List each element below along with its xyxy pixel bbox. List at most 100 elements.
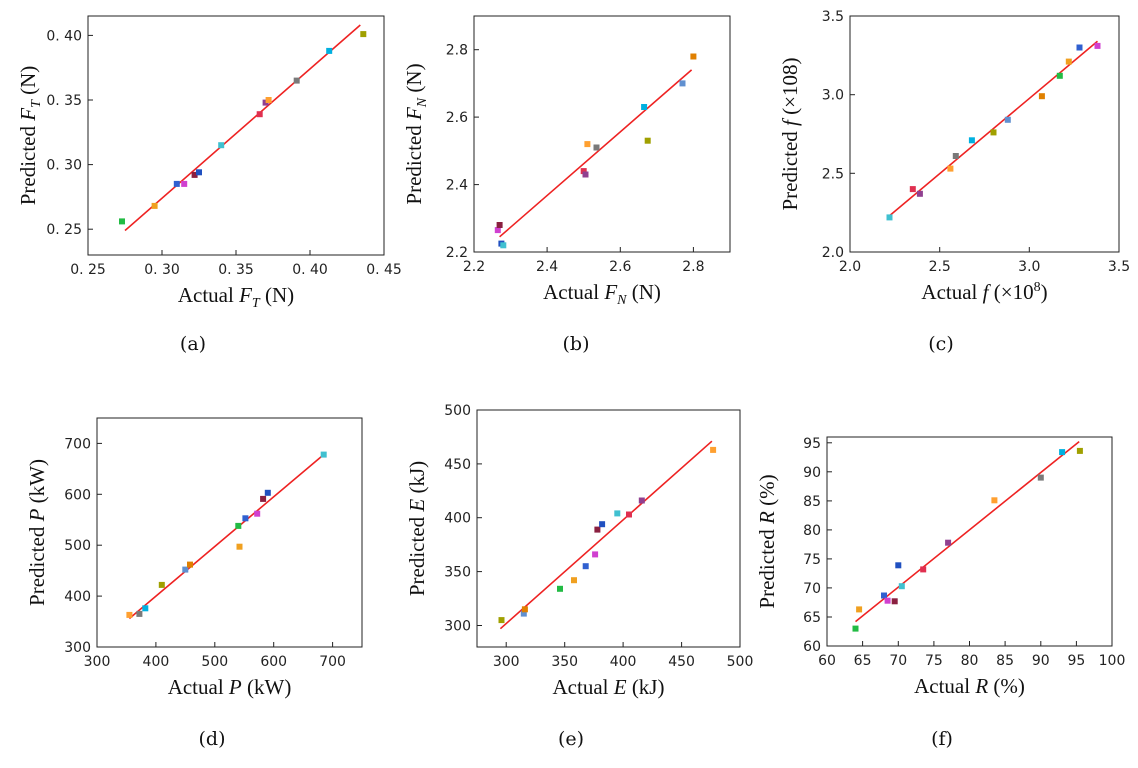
x-tick-label: 300: [493, 654, 520, 670]
x-tick-label: 60: [818, 653, 836, 669]
data-point: [614, 510, 621, 517]
data-point: [218, 142, 225, 149]
data-point: [580, 168, 587, 175]
y-tick-label: 600: [64, 487, 91, 503]
x-tick-label: 600: [260, 654, 287, 670]
panel-caption: (f): [931, 728, 953, 750]
data-point: [181, 180, 188, 187]
data-point: [1037, 474, 1044, 481]
x-axis-label: Actual R (%): [914, 674, 1025, 698]
x-tick-label: 2.4: [536, 259, 558, 275]
data-point: [644, 137, 651, 144]
x-tick-label: 2.8: [682, 259, 704, 275]
data-point: [196, 169, 202, 176]
chart-panel-2: 2.2 2.4 2.6 2.8 2.2 2.4 2.6 2.8 Actual FN (N) Pre…: [402, 15, 731, 355]
data-point: [916, 190, 923, 197]
data-point: [638, 497, 645, 504]
y-axis-label: Predicted P (kW): [25, 459, 49, 606]
data-point: [920, 566, 927, 573]
y-tick-label: 2.0: [822, 245, 844, 261]
y-tick-label: 0. 25: [46, 222, 82, 238]
y-tick-label: 0. 35: [46, 93, 82, 109]
x-tick-label: 70: [889, 653, 907, 669]
data-point: [235, 522, 242, 529]
panel-caption: (d): [199, 728, 226, 750]
data-point: [136, 610, 143, 617]
y-tick-label: 85: [803, 494, 821, 510]
data-point: [582, 171, 589, 178]
panel-caption: (e): [558, 728, 584, 750]
y-axis-label: Predicted E (kJ): [405, 461, 429, 596]
data-point: [119, 218, 125, 225]
data-point: [557, 585, 563, 592]
x-tick-label: 85: [996, 653, 1014, 669]
data-point: [990, 129, 997, 136]
data-point: [594, 526, 601, 533]
data-point: [1056, 72, 1063, 79]
plot-frame: [826, 436, 1113, 647]
y-tick-label: 2.5: [822, 166, 844, 182]
y-tick-label: 65: [803, 610, 821, 626]
y-tick-label: 300: [444, 619, 471, 635]
data-point: [582, 563, 589, 570]
plot-frame: [849, 15, 1120, 253]
y-tick-label: 300: [64, 640, 91, 656]
y-tick-label: 2.8: [446, 43, 468, 59]
x-tick-label: 2.2: [463, 259, 485, 275]
y-tick-label: 3.5: [822, 9, 844, 25]
data-point: [187, 561, 193, 568]
y-tick-label: 400: [64, 589, 91, 605]
plot-frame: [87, 15, 385, 256]
data-point: [679, 80, 686, 87]
data-point: [584, 141, 591, 148]
x-tick-label: 75: [925, 653, 943, 669]
x-tick-label: 0. 25: [70, 262, 106, 278]
data-point: [126, 611, 133, 618]
chart-panel-4: 300 400 500 600 700 300 400 500 600 700 Actual P (…: [25, 417, 363, 750]
x-tick-label: 400: [143, 654, 170, 670]
data-point: [1038, 93, 1045, 100]
data-point: [898, 583, 905, 590]
panel-caption: (c): [928, 333, 953, 355]
y-tick-label: 450: [444, 457, 471, 473]
x-tick-label: 2.5: [929, 259, 951, 275]
x-tick-label: 500: [201, 654, 228, 670]
regression-line: [124, 24, 361, 232]
data-point: [947, 165, 954, 172]
data-point: [496, 222, 503, 228]
y-tick-label: 2.2: [446, 245, 468, 261]
data-point: [891, 598, 898, 605]
y-tick-label: 60: [803, 639, 821, 655]
x-tick-label: 2.6: [609, 259, 631, 275]
data-point: [690, 53, 697, 60]
plot-frame: [476, 409, 741, 648]
data-point: [856, 606, 863, 613]
regression-line: [499, 440, 713, 630]
data-point: [1059, 449, 1066, 456]
data-point: [952, 153, 959, 159]
data-point: [498, 617, 505, 624]
data-point: [592, 551, 599, 558]
data-point: [151, 202, 158, 209]
regression-line: [888, 40, 1099, 217]
x-tick-label: 3.0: [1018, 259, 1040, 275]
panel-caption: (a): [180, 333, 206, 355]
data-point: [593, 144, 600, 151]
data-point: [360, 31, 367, 38]
y-tick-label: 400: [444, 511, 471, 527]
y-tick-label: 0. 40: [46, 28, 82, 44]
y-tick-label: 700: [64, 436, 91, 452]
data-point: [1094, 42, 1101, 49]
chart-panel-1: 0. 25 0. 30 0. 35 0. 40 0. 45 0. 25 0. 30 0. 35…: [16, 15, 402, 355]
data-point: [710, 446, 717, 453]
x-axis-label: Actual f (×108): [921, 280, 1047, 304]
data-point: [260, 495, 267, 502]
data-point: [264, 489, 271, 496]
x-axis-label: Actual FN (N): [543, 280, 661, 308]
data-point: [884, 597, 891, 604]
x-axis-label: Actual E (kJ): [553, 675, 665, 699]
data-point: [265, 97, 272, 103]
data-point: [1076, 44, 1083, 51]
chart-panel-6: 60 65 70 75 80 85 90 95 100 60 65 70 75 80 85 90 95 Actua…: [755, 436, 1125, 750]
data-point: [256, 111, 263, 118]
